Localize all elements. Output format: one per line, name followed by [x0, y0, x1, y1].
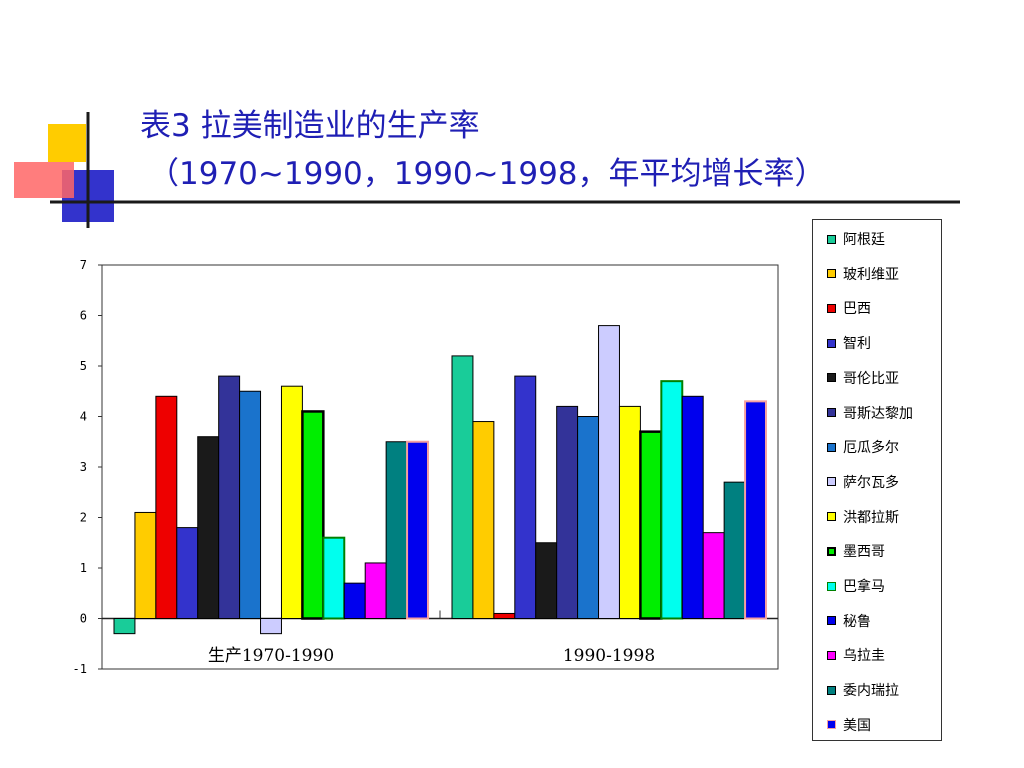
legend-label: 哥伦比亚	[843, 370, 899, 387]
legend-item: 巴西	[827, 298, 871, 318]
legend-swatch	[827, 269, 836, 279]
slide-subtitle: （1970~1990，1990~1998，年平均增长率）	[148, 156, 826, 192]
bar-1970-1990-5	[218, 375, 241, 619]
bar-1970-1990-2	[155, 395, 178, 619]
bar-1970-1990-11	[343, 582, 366, 620]
y-tick-label: 7	[80, 258, 87, 272]
bar-1970-1990-0	[113, 618, 136, 635]
legend-item: 秘鲁	[827, 611, 871, 631]
legend-label: 乌拉圭	[843, 648, 885, 665]
deco-yellow-square	[48, 124, 86, 162]
legend-swatch	[827, 408, 836, 417]
legend-item: 萨尔瓦多	[827, 472, 899, 492]
legend-swatch	[827, 581, 836, 591]
legend-swatch	[827, 442, 836, 452]
legend-label: 洪都拉斯	[843, 509, 899, 526]
legend-item: 玻利维亚	[827, 264, 899, 284]
legend-item: 哥斯达黎加	[827, 403, 913, 423]
slide-title: 表3 拉美制造业的生产率	[140, 108, 480, 144]
y-tick-label: 6	[80, 309, 87, 323]
legend-item: 厄瓜多尔	[827, 437, 899, 457]
x-category-label: 1990-1998	[563, 646, 655, 666]
y-tick-label: 0	[80, 612, 87, 626]
bar-1970-1990-13	[385, 441, 408, 619]
chart-legend: 阿根廷玻利维亚巴西智利哥伦比亚哥斯达黎加厄瓜多尔萨尔瓦多洪都拉斯墨西哥巴拿马秘鲁…	[812, 219, 942, 741]
bar-1970-1990-6	[239, 390, 262, 619]
legend-swatch	[827, 650, 836, 660]
y-tick-label: -1	[73, 662, 87, 676]
legend-item: 哥伦比亚	[827, 368, 899, 388]
legend-item: 洪都拉斯	[827, 507, 899, 527]
legend-label: 阿根廷	[843, 232, 885, 248]
bar-1990-1998-6	[577, 416, 600, 619]
x-axis-labels: 生产1970-1990 1990-1998	[208, 646, 655, 666]
legend-label: 秘鲁	[843, 613, 871, 630]
legend-item: 墨西哥	[827, 541, 885, 561]
bar-1970-1990-3	[176, 527, 199, 619]
legend-swatch	[827, 338, 836, 348]
legend-swatch	[827, 720, 836, 730]
legend-label: 巴拿马	[843, 579, 885, 595]
legend-item: 阿根廷	[827, 229, 885, 249]
legend-swatch	[827, 373, 836, 383]
bar-1990-1998-10	[660, 380, 684, 620]
bar-1990-1998-12	[702, 532, 725, 620]
legend-swatch	[827, 546, 836, 556]
bar-1990-1998-8	[618, 405, 641, 619]
y-tick-label: 2	[80, 511, 87, 525]
bar-1990-1998-14	[744, 400, 767, 620]
legend-label: 墨西哥	[843, 544, 885, 561]
bar-1990-1998-0	[451, 355, 474, 619]
legend-label: 委内瑞拉	[843, 683, 899, 700]
bar-1990-1998-9	[639, 430, 663, 620]
legend-item: 乌拉圭	[827, 645, 885, 665]
bar-1970-1990-8	[280, 385, 303, 620]
bar-1970-1990-10	[322, 536, 346, 620]
legend-item: 委内瑞拉	[827, 680, 899, 700]
legend-item: 美国	[827, 715, 871, 735]
deco-red-square	[14, 162, 74, 198]
bar-1990-1998-1	[472, 421, 495, 619]
legend-swatch	[827, 234, 836, 244]
bar-1970-1990-14	[406, 440, 430, 620]
y-axis: 7 6 5 4 3 2 1 0 -1	[73, 258, 102, 676]
legend-label: 玻利维亚	[843, 266, 899, 283]
legend-label: 美国	[843, 717, 871, 734]
bar-1990-1998-13	[723, 481, 746, 619]
legend-swatch	[827, 685, 836, 695]
y-tick-label: 5	[80, 359, 87, 373]
bar-1990-1998-11	[681, 395, 704, 619]
legend-item: 巴拿马	[827, 576, 885, 596]
bar-1970-1990-4	[197, 436, 220, 620]
bar-1970-1990-1	[134, 511, 157, 620]
legend-label: 智利	[843, 336, 871, 353]
bar-1970-1990-7	[260, 618, 282, 635]
bar-1970-1990-12	[364, 562, 387, 620]
legend-label: 萨尔瓦多	[843, 474, 899, 491]
legend-swatch	[827, 512, 836, 522]
bar-1990-1998-2	[493, 612, 516, 620]
bar-1990-1998-7	[598, 325, 620, 619]
legend-swatch	[827, 303, 836, 313]
bar-1990-1998-3	[514, 375, 537, 619]
y-tick-label: 4	[80, 410, 87, 424]
x-category-label: 生产1970-1990	[208, 646, 334, 666]
legend-label: 巴西	[843, 301, 871, 318]
legend-swatch	[827, 477, 836, 487]
legend-swatch	[827, 616, 836, 626]
bar-group	[113, 325, 767, 635]
y-tick-label: 3	[80, 460, 87, 474]
bar-1990-1998-5	[556, 405, 579, 619]
legend-item: 智利	[827, 333, 871, 353]
legend-label: 厄瓜多尔	[843, 440, 899, 457]
y-tick-label: 1	[80, 561, 87, 575]
legend-label: 哥斯达黎加	[843, 405, 913, 422]
bar-1970-1990-9	[301, 410, 325, 620]
bar-1990-1998-4	[535, 542, 558, 619]
